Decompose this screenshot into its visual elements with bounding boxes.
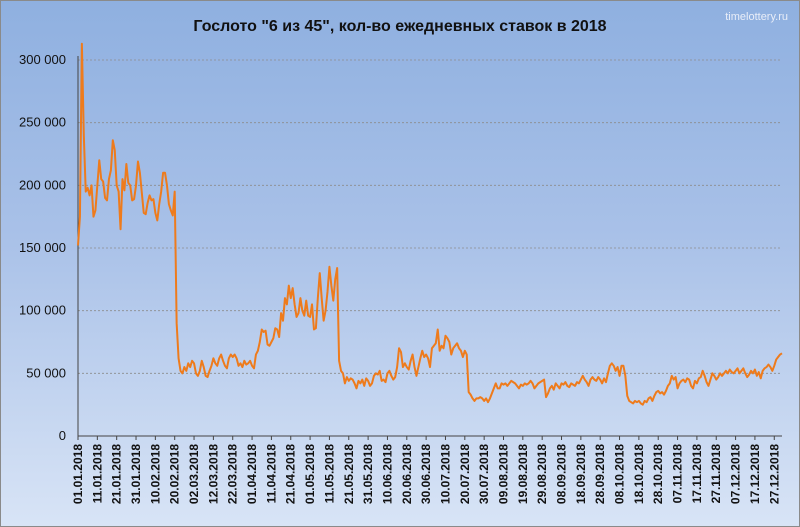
x-tick-label: 31.01.2018 xyxy=(129,444,143,504)
y-tick-label: 50 000 xyxy=(26,365,66,380)
x-tick-label: 21.04.2018 xyxy=(284,444,298,504)
x-tick-label: 11.01.2018 xyxy=(90,444,104,504)
x-tick-label: 22.03.2018 xyxy=(226,444,240,504)
x-tick-label: 08.09.2018 xyxy=(555,444,569,504)
x-tick-label: 01.01.2018 xyxy=(71,444,85,504)
y-tick-label: 100 000 xyxy=(19,303,66,318)
x-tick-label: 18.09.2018 xyxy=(574,444,588,504)
x-tick-label: 11.04.2018 xyxy=(264,444,278,504)
x-tick-label: 02.03.2018 xyxy=(187,444,201,504)
x-tick-label: 21.01.2018 xyxy=(110,444,124,504)
axes xyxy=(77,56,782,440)
x-tick-label: 19.08.2018 xyxy=(516,444,530,504)
series-line xyxy=(77,42,783,406)
x-tick-label: 27.12.2018 xyxy=(767,444,781,504)
x-tick-label: 10.07.2018 xyxy=(438,444,452,504)
x-tick-label: 17.11.2018 xyxy=(690,444,704,504)
x-tick-label: 30.07.2018 xyxy=(477,444,491,504)
y-tick-label: 250 000 xyxy=(19,115,66,130)
x-tick-label: 28.09.2018 xyxy=(593,444,607,504)
x-tick-label: 07.11.2018 xyxy=(671,444,685,504)
x-tick-label: 20.07.2018 xyxy=(458,444,472,504)
x-tick-label: 20.02.2018 xyxy=(168,444,182,504)
y-tick-labels: 0 50 000 100 000 150 000 200 000 250 000 300 0… xyxy=(19,52,66,443)
y-tick-label: 0 xyxy=(59,428,66,443)
x-tick-label: 28.10.2018 xyxy=(651,444,665,504)
x-tick-label: 07.12.2018 xyxy=(729,444,743,504)
x-tick-label: 17.12.2018 xyxy=(748,444,762,504)
x-tick-label: 08.10.2018 xyxy=(613,444,627,504)
y-tick-label: 150 000 xyxy=(19,240,66,255)
x-tick-label: 11.05.2018 xyxy=(322,444,336,504)
chart-title: Гослото "6 из 45", кол-во ежедневных ста… xyxy=(193,18,607,35)
x-tick-label: 18.10.2018 xyxy=(632,444,646,504)
x-tick-label: 20.06.2018 xyxy=(400,444,414,504)
x-tick-label: 10.06.2018 xyxy=(380,444,394,504)
x-tick-label: 31.05.2018 xyxy=(361,444,375,504)
x-tick-label: 12.03.2018 xyxy=(206,444,220,504)
x-tick-label: 10.02.2018 xyxy=(148,444,162,504)
x-tick-label: 30.06.2018 xyxy=(419,444,433,504)
x-tick-label: 27.11.2018 xyxy=(709,444,723,504)
series xyxy=(77,42,783,406)
watermark: timelottery.ru xyxy=(725,11,788,23)
x-tick-label: 01.05.2018 xyxy=(303,444,317,504)
y-tick-label: 200 000 xyxy=(19,177,66,192)
x-tick-label: 01.04.2018 xyxy=(245,444,259,504)
x-tick-label: 21.05.2018 xyxy=(342,444,356,504)
x-tick-labels: 01.01.2018 11.01.2018 21.01.2018 31.01.2018… xyxy=(71,444,781,504)
y-tick-label: 300 000 xyxy=(19,52,66,67)
grid-lines xyxy=(78,59,782,374)
x-tick-label: 29.08.2018 xyxy=(535,444,549,504)
x-tick-label: 09.08.2018 xyxy=(496,444,510,504)
